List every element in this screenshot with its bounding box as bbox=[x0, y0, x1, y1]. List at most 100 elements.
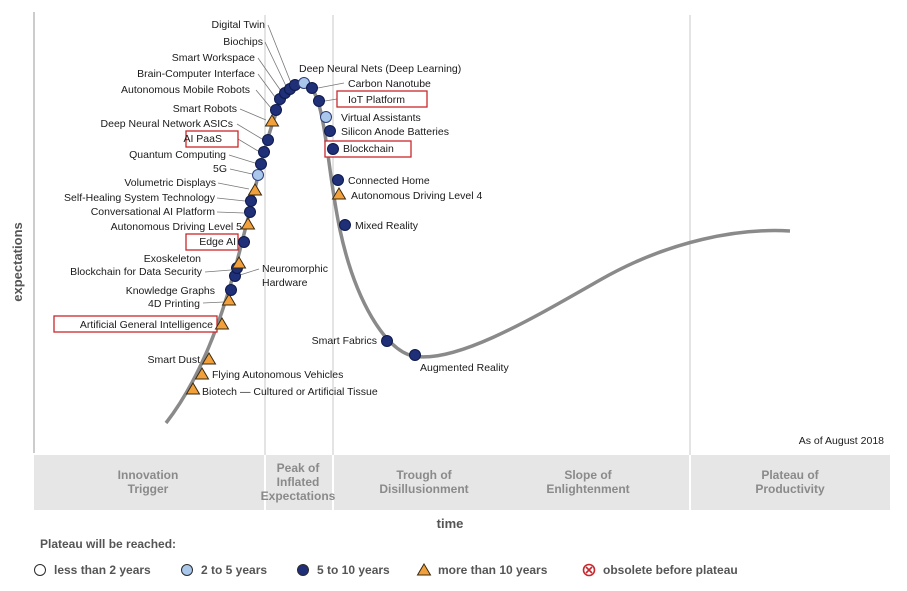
phase-band bbox=[34, 455, 890, 510]
marker-volumetric-displays bbox=[247, 183, 263, 196]
label-blockchain: Blockchain bbox=[343, 143, 394, 155]
marker-flying-autonomous-vehicles bbox=[194, 367, 210, 380]
connector-neuromorphic-hardware bbox=[239, 268, 260, 276]
phase-label-trough-of-disillusionment-line-1: Trough of bbox=[396, 468, 452, 482]
legend-label-lt2: less than 2 years bbox=[54, 563, 151, 577]
connector-4d-printing bbox=[202, 301, 225, 304]
highlight-box-iot-platform bbox=[336, 90, 428, 108]
legend-label-2to5: 2 to 5 years bbox=[201, 563, 267, 577]
y-axis-label: expectations bbox=[10, 222, 25, 301]
legend-title: Plateau will be reached: bbox=[40, 537, 176, 551]
marker-virtual-assistants bbox=[320, 111, 332, 123]
label-brain-computer-interface: Brain-Computer Interface bbox=[137, 68, 255, 80]
marker-edge-ai bbox=[238, 236, 250, 248]
marker-4d-printing bbox=[221, 293, 237, 306]
phase-label-plateau-of-productivity-line-1: Plateau of bbox=[761, 468, 819, 482]
label-edge-ai: Edge AI bbox=[199, 236, 236, 248]
connector-digital-twin bbox=[267, 24, 292, 84]
legend-marker-gt10 bbox=[416, 563, 432, 576]
marker-knowledge-graphs bbox=[225, 284, 237, 296]
label-autonomous-mobile-robots: Autonomous Mobile Robots bbox=[121, 84, 250, 96]
label-biotech-cultured-or-artificial-tissue: Biotech — Cultured or Artificial Tissue bbox=[202, 386, 378, 398]
highlight-box-ai-paas bbox=[185, 130, 239, 148]
legend-label-gt10: more than 10 years bbox=[438, 563, 548, 577]
label-autonomous-driving-level-5: Autonomous Driving Level 5 bbox=[111, 221, 242, 233]
marker-quantum-computing bbox=[255, 158, 267, 170]
marker-artificial-general-intelligence bbox=[214, 317, 230, 330]
label-neuromorphic-hardware-line-1: Neuromorphic bbox=[262, 263, 328, 275]
label-blockchain-for-data-security: Blockchain for Data Security bbox=[70, 266, 203, 278]
marker-smart-dust bbox=[201, 352, 217, 365]
technology-labels: Biotech — Cultured or Artificial Tissue F… bbox=[64, 19, 509, 398]
label-augmented-reality: Augmented Reality bbox=[420, 362, 509, 374]
label-connectors bbox=[202, 24, 345, 304]
label-iot-platform: IoT Platform bbox=[348, 94, 405, 106]
label-smart-fabrics: Smart Fabrics bbox=[312, 335, 377, 347]
marker-smart-fabrics bbox=[381, 335, 393, 347]
legend-label-5to10: 5 to 10 years bbox=[317, 563, 390, 577]
label-quantum-computing: Quantum Computing bbox=[129, 149, 226, 161]
highlight-boxes bbox=[53, 90, 428, 333]
connector-deep-neural-network-asics bbox=[236, 123, 263, 140]
legend: less than 2 years 2 to 5 years 5 to 10 yea… bbox=[34, 563, 738, 577]
label-self-healing-system-technology: Self-Healing System Technology bbox=[64, 192, 216, 204]
phase-label-slope-of-enlightenment-line-2: Enlightenment bbox=[546, 482, 629, 496]
label-flying-autonomous-vehicles: Flying Autonomous Vehicles bbox=[212, 369, 343, 381]
marker-autonomous-mobile-robots bbox=[270, 104, 282, 116]
connector-5g bbox=[229, 168, 253, 175]
marker-ai-paas bbox=[258, 146, 270, 158]
phase-label-innovation-trigger-line-2: Trigger bbox=[128, 482, 169, 496]
marker-iot-platform bbox=[313, 95, 325, 107]
highlight-box-artificial-general-intelligence bbox=[53, 315, 218, 333]
label-knowledge-graphs: Knowledge Graphs bbox=[126, 285, 215, 297]
connector-blockchain-for-data-security bbox=[204, 269, 232, 273]
phase-label-slope-of-enlightenment-line-1: Slope of bbox=[564, 468, 612, 482]
legend-marker-5to10 bbox=[297, 564, 309, 576]
phase-label-peak-of-inflated-expectations-line-1: Peak of bbox=[277, 461, 321, 475]
legend-marker-2to5 bbox=[181, 564, 193, 576]
phase-label-innovation-trigger-line-1: Innovation bbox=[118, 468, 179, 482]
marker-5g bbox=[252, 169, 264, 181]
marker-smart-robots bbox=[264, 114, 280, 127]
marker-biotech-cultured-or-artificial-tissue bbox=[185, 382, 201, 395]
marker-autonomous-driving-level-4 bbox=[331, 187, 347, 200]
label-5g: 5G bbox=[213, 163, 227, 175]
connector-iot-platform bbox=[324, 98, 338, 102]
connector-carbon-nanotube bbox=[317, 82, 345, 89]
marker-carbon-nanotube bbox=[306, 82, 318, 94]
connector-volumetric-displays bbox=[217, 182, 250, 190]
legend-marker-lt2 bbox=[34, 564, 46, 576]
phase-label-peak-of-inflated-expectations-line-2: Inflated bbox=[277, 475, 320, 489]
phase-label-plateau-of-productivity-line-2: Productivity bbox=[755, 482, 825, 496]
connector-autonomous-mobile-robots bbox=[255, 89, 272, 109]
label-ai-paas: AI PaaS bbox=[183, 133, 222, 145]
as-of-date: As of August 2018 bbox=[799, 435, 884, 447]
label-neuromorphic-hardware-line-2: Hardware bbox=[262, 277, 308, 289]
label-deep-neural-nets-deep-learning: Deep Neural Nets (Deep Learning) bbox=[299, 63, 461, 75]
marker-mixed-reality bbox=[339, 219, 351, 231]
legend-label-obsolete: obsolete before plateau bbox=[603, 563, 738, 577]
connector-self-healing-system-technology bbox=[216, 197, 246, 202]
highlight-box-blockchain bbox=[324, 140, 412, 158]
marker-blockchain bbox=[327, 143, 339, 155]
label-silicon-anode-batteries: Silicon Anode Batteries bbox=[341, 126, 449, 138]
marker-silicon-anode-batteries bbox=[324, 125, 336, 137]
label-smart-workspace: Smart Workspace bbox=[172, 52, 255, 64]
label-mixed-reality: Mixed Reality bbox=[355, 220, 419, 232]
connector-ai-paas bbox=[237, 138, 259, 152]
label-carbon-nanotube: Carbon Nanotube bbox=[348, 78, 431, 90]
label-connected-home: Connected Home bbox=[348, 175, 430, 187]
marker-autonomous-driving-level-5 bbox=[240, 217, 256, 230]
connector-conversational-ai-platform bbox=[216, 211, 245, 214]
marker-conversational-ai-platform bbox=[244, 206, 256, 218]
label-exoskeleton: Exoskeleton bbox=[144, 253, 201, 265]
phase-label-peak-of-inflated-expectations-line-3: Expectations bbox=[261, 489, 336, 503]
label-smart-robots: Smart Robots bbox=[173, 103, 237, 115]
marker-self-healing-system-technology bbox=[245, 195, 257, 207]
marker-augmented-reality bbox=[409, 349, 421, 361]
label-conversational-ai-platform: Conversational AI Platform bbox=[91, 206, 216, 218]
label-virtual-assistants: Virtual Assistants bbox=[341, 112, 421, 124]
marker-exoskeleton bbox=[231, 256, 247, 269]
